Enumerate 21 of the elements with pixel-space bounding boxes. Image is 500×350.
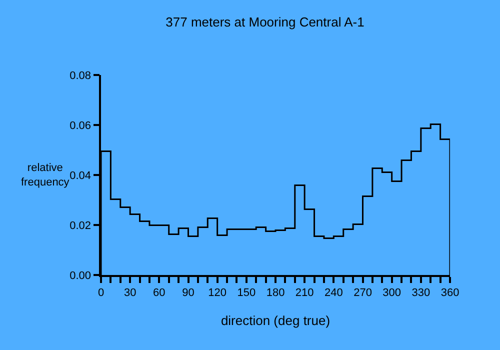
y-axis-title: relative frequency: [21, 162, 70, 188]
x-tick-label: 90: [182, 286, 194, 299]
y-tick-label: 0.00: [70, 270, 92, 282]
x-axis-title: direction (deg true): [220, 313, 330, 328]
x-tick-label: 330: [412, 286, 430, 299]
x-tick-label: 30: [124, 286, 136, 299]
y-tick-label: 0.02: [70, 220, 92, 232]
y-tick-label: 0.04: [70, 170, 92, 182]
x-tick-label: 120: [208, 286, 227, 299]
x-tick-label: 240: [324, 286, 343, 299]
x-tick-label: 60: [153, 286, 166, 299]
x-tick-label: 270: [354, 286, 372, 299]
x-tick-label: 150: [237, 286, 256, 299]
x-tick-label: 300: [382, 286, 402, 299]
x-tick-label: 180: [266, 286, 285, 299]
x-tick-label: 210: [295, 286, 314, 299]
y-tick-label: 0.08: [70, 70, 92, 82]
y-tick-label: 0.06: [70, 120, 92, 132]
x-tick-label: 0: [98, 286, 104, 299]
chart-title: 377 meters at Mooring Central A-1: [166, 14, 364, 30]
x-tick-label: 360: [440, 286, 460, 299]
